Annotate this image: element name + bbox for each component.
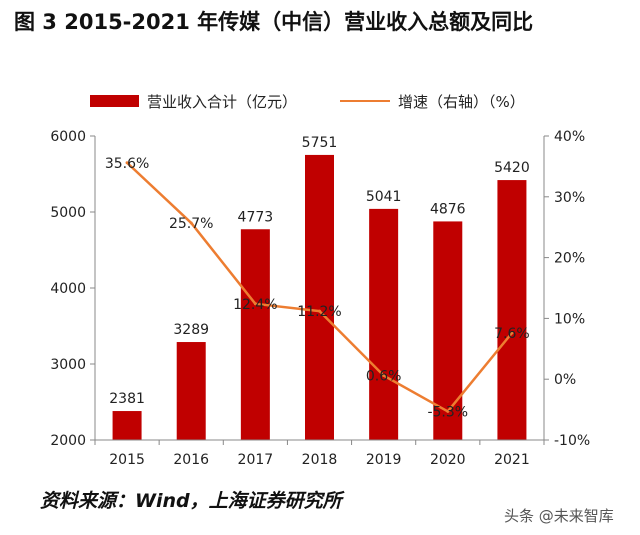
x-tick-label: 2019 (366, 452, 402, 468)
bar-2017 (240, 229, 270, 440)
right-tick-label: 0% (554, 372, 576, 388)
bar-value-label: 5751 (302, 135, 338, 151)
watermark: 头条 @未来智库 (504, 507, 614, 525)
bar-2020 (433, 221, 463, 440)
legend-swatch-bar (90, 95, 139, 107)
right-tick-label: 20% (554, 251, 585, 267)
bar-value-label: 4876 (430, 201, 466, 217)
x-tick-label: 2015 (109, 452, 145, 468)
bar-value-label: 5420 (494, 160, 530, 176)
growth-value-label: 12.4% (233, 297, 277, 313)
bar-value-label: 5041 (366, 189, 402, 205)
bar-2019 (369, 208, 399, 440)
growth-value-label: 7.6% (494, 326, 530, 342)
left-tick-label: 5000 (50, 205, 86, 221)
growth-value-label: 35.6% (105, 156, 149, 172)
left-tick-label: 4000 (50, 281, 86, 297)
right-tick-label: -10% (554, 433, 590, 449)
right-tick-label: 40% (554, 129, 585, 145)
growth-value-label: -5.3% (427, 404, 468, 420)
growth-point-2015 (125, 161, 129, 165)
growth-point-2019 (382, 374, 386, 378)
right-tick-label: 10% (554, 311, 585, 327)
left-tick-label: 2000 (50, 433, 86, 449)
axes: 2000 3000 4000 5000 6000 -10% 0% 10% 20% 30% 40% 20… (50, 129, 590, 468)
bar-2018 (305, 154, 334, 440)
figure-title: 图 3 2015-2021 年传媒（中信）营业收入总额及同比 (14, 10, 534, 34)
bar-value-label: 3289 (173, 322, 209, 338)
legend-label-bar: 营业收入合计（亿元） (147, 93, 297, 111)
left-tick-label: 6000 (50, 129, 86, 145)
growth-point-2018 (318, 309, 321, 313)
growth-point-2020 (446, 409, 450, 413)
bar-2016 (176, 342, 206, 440)
growth-point-2021 (510, 331, 514, 335)
data-labels: 2381 3289 4773 5751 5041 4876 5420 35.6% 25.7% 12… (105, 135, 530, 421)
growth-value-label: 11.2% (297, 304, 341, 320)
growth-value-label: 0.6% (366, 369, 402, 385)
bar-series (112, 154, 527, 440)
left-tick-label: 3000 (50, 357, 86, 373)
legend-label-line: 增速（右轴）（%） (398, 93, 525, 111)
growth-point-2017 (253, 302, 257, 306)
x-tick-label: 2016 (173, 452, 209, 468)
right-tick-label: 30% (554, 190, 585, 206)
line-series (125, 161, 514, 413)
x-tick-label: 2018 (302, 452, 338, 468)
bar-2015 (112, 411, 142, 440)
legend: 营业收入合计（亿元） 增速（右轴）（%） (90, 93, 525, 111)
bar-value-label: 2381 (109, 391, 145, 407)
source-note: 资料来源：Wind，上海证券研究所 (40, 490, 342, 512)
growth-point-2016 (189, 221, 193, 225)
x-tick-label: 2020 (430, 452, 466, 468)
bar-2021 (497, 180, 527, 440)
growth-value-label: 25.7% (169, 216, 213, 232)
x-tick-label: 2017 (238, 452, 274, 468)
bar-value-label: 4773 (238, 209, 274, 225)
x-tick-label: 2021 (494, 452, 530, 468)
